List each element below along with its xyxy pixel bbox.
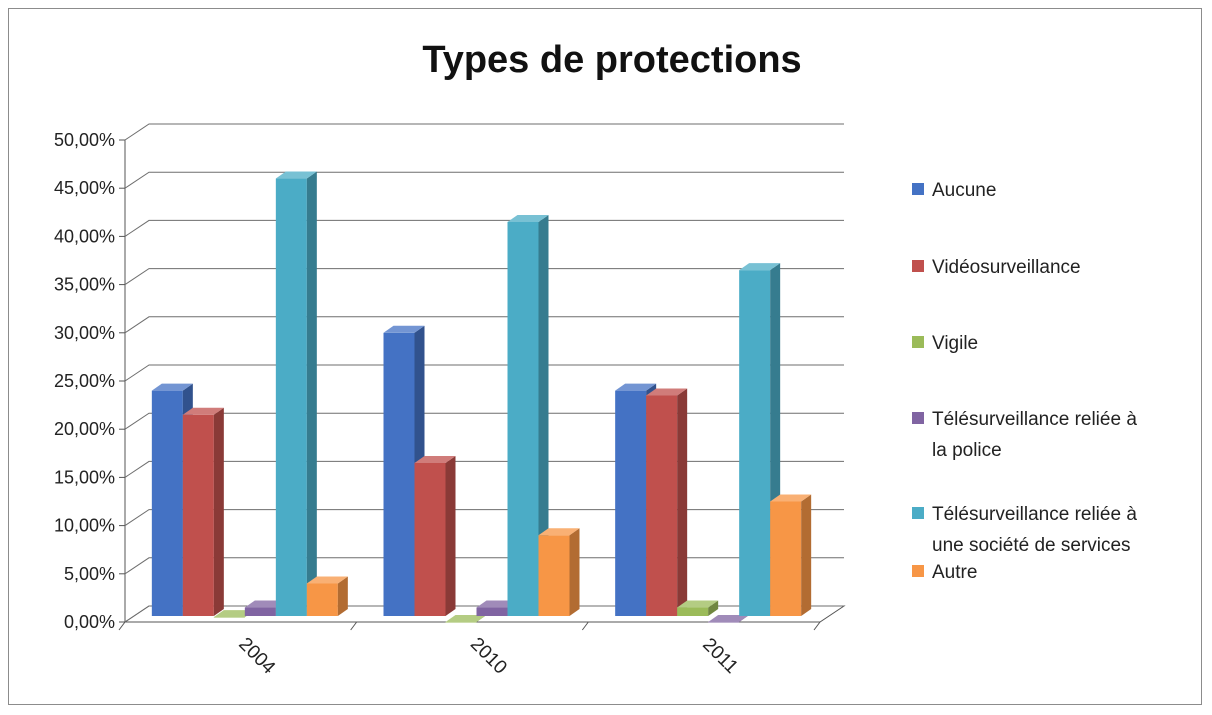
legend-swatch bbox=[912, 412, 924, 424]
legend-label: une société de services bbox=[932, 535, 1131, 556]
x-tick-mark bbox=[581, 621, 589, 631]
legend: Aucune Vidéosurveillance Vigile Télésurveil… bbox=[912, 180, 1137, 583]
bar-top bbox=[213, 610, 255, 618]
y-tick-label: 15,00% bbox=[54, 467, 115, 487]
y-tick-label: 45,00% bbox=[54, 178, 115, 198]
gridline bbox=[124, 364, 844, 382]
bar bbox=[646, 395, 678, 616]
legend-swatch bbox=[912, 260, 924, 272]
gridline bbox=[124, 509, 844, 527]
bar-side bbox=[677, 388, 688, 616]
bar bbox=[182, 414, 214, 616]
legend-label: Télésurveillance reliée à bbox=[932, 409, 1137, 430]
x-tick-mark bbox=[118, 621, 126, 631]
gridline bbox=[124, 171, 844, 189]
legend-label: Vidéosurveillance bbox=[932, 257, 1081, 278]
gridline bbox=[124, 316, 844, 334]
bar-top bbox=[615, 383, 657, 391]
y-tick-label: 0,00% bbox=[64, 612, 115, 632]
bar-side bbox=[306, 171, 317, 616]
bar-top bbox=[708, 615, 750, 622]
bar-layer bbox=[151, 171, 812, 623]
bar-top bbox=[151, 383, 193, 391]
legend-label: Vigile bbox=[932, 333, 978, 354]
bar bbox=[445, 622, 477, 623]
x-category-label: 2010 bbox=[466, 634, 511, 679]
bar bbox=[383, 332, 415, 616]
legend-swatch bbox=[912, 507, 924, 519]
bar-top bbox=[414, 455, 456, 463]
bar bbox=[770, 501, 802, 616]
bar bbox=[414, 462, 446, 616]
legend-swatch bbox=[912, 183, 924, 195]
bar bbox=[677, 607, 709, 616]
x-tick-mark bbox=[350, 621, 358, 631]
bar-side bbox=[213, 407, 224, 616]
bar bbox=[538, 535, 570, 616]
bar-top bbox=[244, 600, 286, 608]
bar-side bbox=[569, 528, 580, 616]
bar bbox=[244, 607, 276, 616]
bar bbox=[213, 617, 245, 618]
bar bbox=[615, 390, 647, 616]
bar bbox=[275, 178, 307, 616]
bar-top bbox=[677, 600, 719, 608]
y-tick-label: 5,00% bbox=[64, 564, 115, 584]
legend-label: la police bbox=[932, 440, 1002, 461]
y-tick-label: 35,00% bbox=[54, 275, 115, 295]
bar-side bbox=[708, 600, 719, 616]
bar bbox=[708, 622, 740, 623]
chart-title: Types de protections bbox=[422, 39, 801, 81]
bar-top bbox=[445, 615, 487, 622]
bar-side bbox=[801, 494, 812, 616]
gridline bbox=[124, 268, 844, 286]
y-tick-label: 25,00% bbox=[54, 371, 115, 391]
bar bbox=[151, 390, 183, 616]
bar-top bbox=[770, 494, 812, 502]
legend-label: Autre bbox=[932, 562, 977, 583]
bar bbox=[476, 607, 508, 616]
x-category-label: 2011 bbox=[698, 634, 742, 678]
bar-side bbox=[445, 455, 456, 616]
bar-top bbox=[383, 325, 425, 333]
gridline bbox=[124, 557, 844, 575]
bar-top bbox=[507, 214, 549, 222]
bar-top bbox=[476, 600, 518, 608]
gridline bbox=[124, 123, 844, 141]
legend-swatch bbox=[912, 565, 924, 577]
bar-side bbox=[538, 214, 549, 616]
x-category-label: 2004 bbox=[234, 634, 279, 679]
x-tick-mark bbox=[813, 621, 821, 631]
y-tick-label: 50,00% bbox=[54, 130, 115, 150]
legend-label: Aucune bbox=[932, 180, 996, 201]
gridline bbox=[124, 460, 844, 478]
bar-top bbox=[739, 263, 781, 271]
bar-side bbox=[337, 576, 348, 616]
y-tick-label: 10,00% bbox=[54, 516, 115, 536]
legend-swatch bbox=[912, 336, 924, 348]
bar-top bbox=[646, 388, 688, 396]
bar-top bbox=[275, 171, 317, 179]
y-tick-label: 40,00% bbox=[54, 226, 115, 246]
grid-layer bbox=[123, 123, 846, 623]
gridline bbox=[124, 412, 844, 430]
bar bbox=[739, 270, 771, 616]
y-tick-label: 20,00% bbox=[54, 419, 115, 439]
bar bbox=[306, 583, 338, 616]
bar-top bbox=[306, 576, 348, 584]
gridline bbox=[124, 605, 844, 623]
bar-top bbox=[182, 407, 224, 415]
gridline bbox=[124, 219, 844, 237]
legend-label: Télésurveillance reliée à bbox=[932, 504, 1137, 525]
y-tick-label: 30,00% bbox=[54, 323, 115, 343]
bar bbox=[507, 221, 539, 616]
bar-top bbox=[538, 528, 580, 536]
